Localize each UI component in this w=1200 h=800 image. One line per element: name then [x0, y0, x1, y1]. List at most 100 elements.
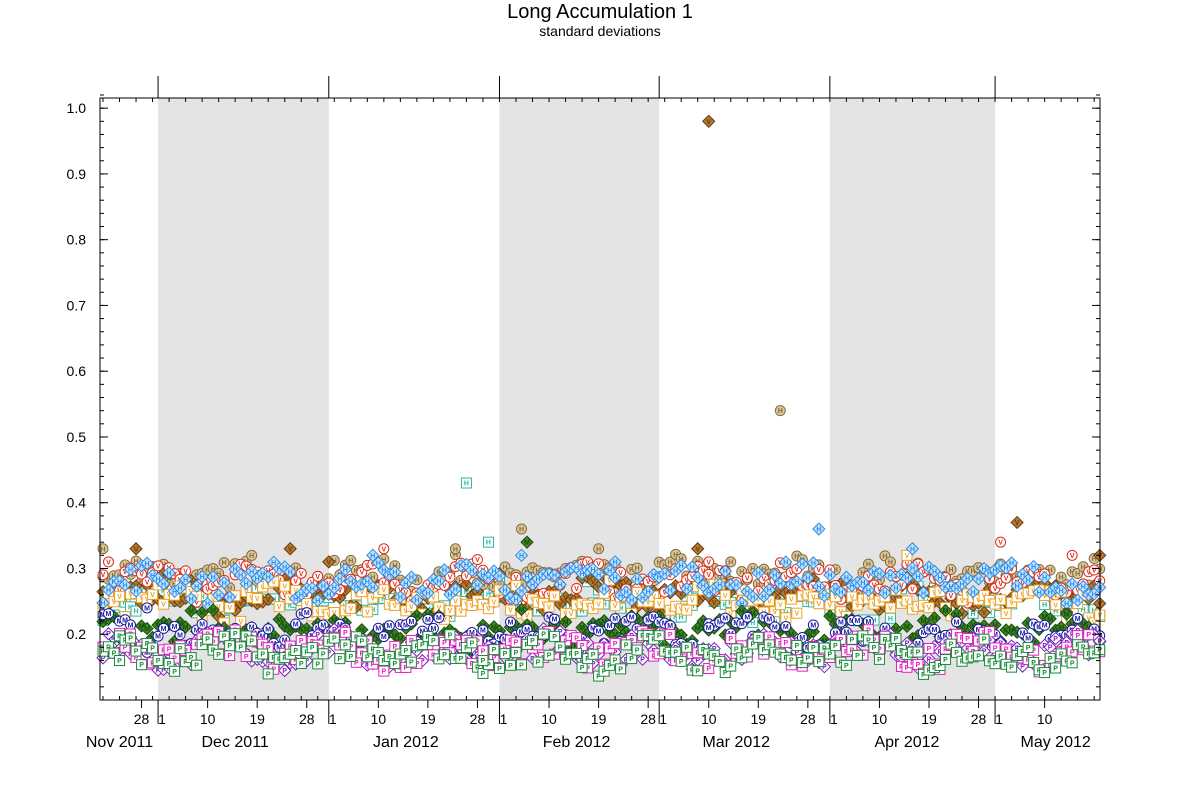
marker-symbol: V: [161, 602, 166, 609]
data-point: V: [995, 536, 1007, 548]
marker-symbol: H: [1042, 602, 1047, 609]
marker-symbol: H: [453, 546, 458, 553]
marker-symbol: V: [365, 609, 370, 616]
marker-symbol: H: [723, 602, 728, 609]
data-point: M: [609, 613, 621, 625]
marker-symbol: V: [547, 604, 552, 611]
marker-symbol: H: [662, 571, 667, 578]
data-point: V: [1000, 608, 1012, 620]
marker-symbol: H: [1009, 560, 1014, 567]
data-point: M: [174, 629, 186, 641]
data-point: V: [1088, 564, 1100, 576]
data-point: M: [301, 607, 313, 619]
data-point: M: [290, 618, 302, 630]
data-point: V: [906, 583, 918, 595]
marker-symbol: M: [199, 622, 205, 629]
marker-symbol: H: [200, 574, 205, 581]
data-point: M: [196, 618, 208, 630]
marker-symbol: V: [150, 592, 155, 599]
marker-symbol: V: [596, 601, 601, 608]
marker-symbol: H: [635, 577, 640, 584]
marker-symbol: M: [265, 626, 271, 633]
marker-symbol: V: [299, 571, 304, 578]
marker-symbol: H: [778, 581, 783, 588]
marker-symbol: M: [161, 626, 167, 633]
marker-symbol: V: [949, 593, 954, 600]
marker-symbol: V: [723, 593, 728, 600]
marker-symbol: H: [249, 569, 254, 576]
marker-symbol: H: [255, 576, 260, 583]
marker-symbol: H: [580, 609, 585, 616]
data-point: V: [312, 570, 324, 582]
marker-symbol: V: [156, 563, 161, 570]
marker-symbol: V: [277, 604, 282, 611]
marker-symbol: H: [882, 590, 887, 597]
marker-symbol: H: [618, 606, 623, 613]
marker-symbol: H: [602, 586, 607, 593]
data-point: V: [361, 606, 373, 618]
marker-symbol: H: [910, 566, 915, 573]
marker-symbol: V: [315, 574, 320, 581]
data-point: V: [345, 602, 357, 614]
marker-symbol: M: [172, 624, 178, 631]
marker-symbol: H: [288, 602, 293, 609]
marker-symbol: H: [646, 589, 651, 596]
marker-symbol: H: [684, 586, 689, 593]
marker-symbol: V: [817, 567, 822, 574]
marker-symbol: H: [1070, 581, 1075, 588]
marker-symbol: H: [805, 599, 810, 606]
marker-symbol: V: [706, 559, 711, 566]
marker-symbol: M: [144, 605, 150, 612]
marker-symbol: H: [315, 598, 320, 605]
marker-symbol: H: [134, 609, 139, 616]
marker-symbol: M: [508, 620, 514, 627]
marker-symbol: M: [596, 628, 602, 635]
marker-symbol: M: [524, 540, 530, 547]
marker-symbol: H: [728, 600, 733, 607]
marker-symbol: M: [177, 632, 183, 639]
data-point: V: [703, 568, 715, 580]
marker-symbol: H: [519, 527, 524, 534]
data-point: M: [626, 611, 638, 623]
marker-symbol: H: [227, 595, 232, 602]
data-point: M: [504, 616, 516, 628]
marker-symbol: M: [183, 624, 189, 631]
data-point: V: [741, 572, 753, 584]
data-point: M: [378, 631, 390, 643]
marker-symbol: H: [1059, 575, 1064, 582]
data-point: M: [141, 602, 153, 614]
marker-symbol: M: [854, 618, 860, 625]
data-point: V: [703, 556, 715, 568]
marker-symbol: H: [827, 573, 832, 580]
marker-symbol: H: [651, 599, 656, 606]
marker-symbol: V: [613, 603, 618, 610]
data-point: V: [691, 542, 705, 556]
data-point: V: [251, 593, 263, 605]
marker-symbol: V: [464, 573, 469, 580]
marker-symbol: H: [778, 408, 783, 415]
marker-symbol: H: [701, 583, 706, 590]
data-point: V: [273, 601, 285, 613]
data-point: H: [725, 556, 737, 568]
marker-symbol: H: [216, 593, 221, 600]
marker-symbol: V: [492, 599, 497, 606]
marker-symbol: M: [739, 621, 745, 628]
marker-symbol: H: [1048, 590, 1053, 597]
marker-symbol: M: [199, 610, 205, 617]
marker-symbol: M: [954, 619, 960, 626]
marker-symbol: M: [563, 619, 569, 626]
marker-symbol: H: [734, 583, 739, 590]
marker-symbol: V: [910, 586, 915, 593]
marker-symbol: H: [486, 591, 491, 598]
marker-symbol: H: [838, 590, 843, 597]
marker-symbol: H: [910, 546, 915, 553]
marker-symbol: H: [624, 590, 629, 597]
marker-symbol: H: [100, 600, 105, 607]
marker-symbol: V: [271, 579, 276, 586]
data-point: H: [246, 549, 258, 561]
marker-symbol: H: [877, 571, 882, 578]
marker-symbol: M: [810, 622, 816, 629]
marker-symbol: P: [1053, 636, 1058, 643]
marker-symbol: M: [629, 615, 635, 622]
